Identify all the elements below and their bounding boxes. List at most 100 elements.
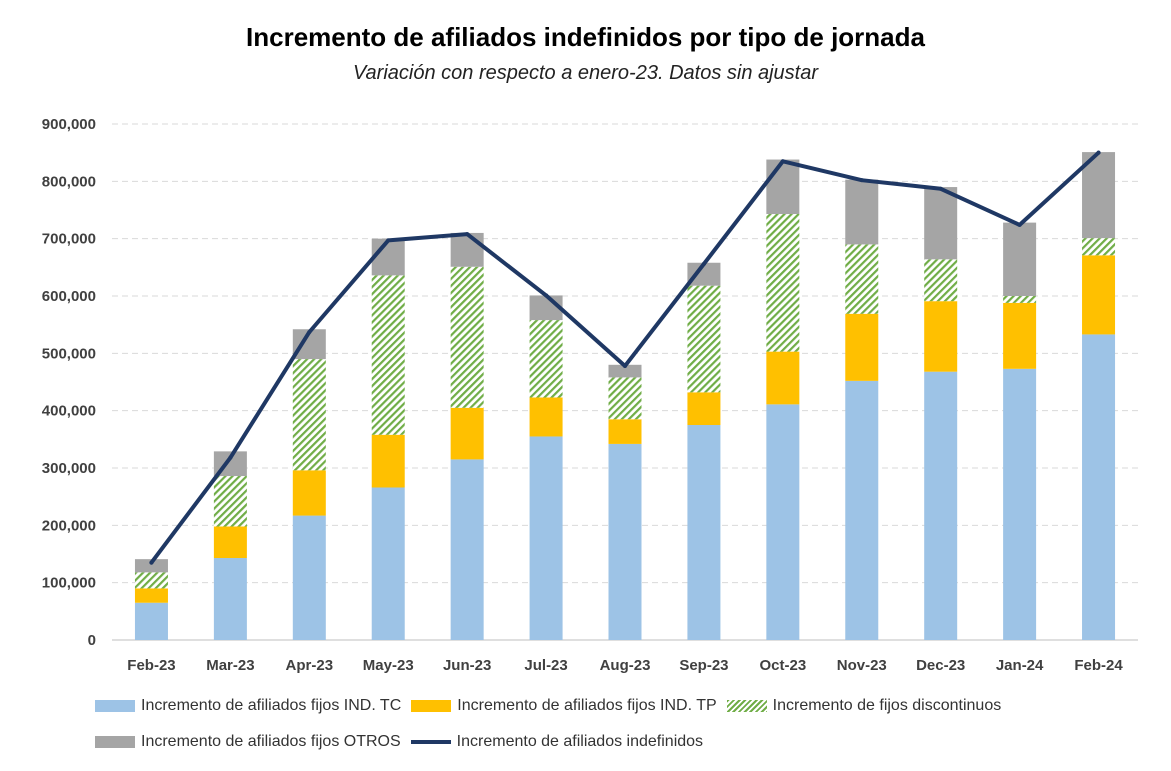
bar-disc (213, 476, 247, 527)
bar-otros (371, 238, 405, 276)
bar-tc (292, 515, 326, 640)
chart-title: Incremento de afiliados indefinidos por … (246, 22, 925, 52)
bar-tp (766, 351, 800, 405)
bar-otros (845, 179, 879, 245)
line-point (1017, 222, 1022, 227)
legend-swatch-otros (95, 736, 135, 748)
bar-tc (608, 443, 642, 640)
legend-label-otros: Incremento de afiliados fijos OTROS (141, 733, 401, 750)
line-point (938, 186, 943, 191)
x-tick-label: Sep-23 (679, 657, 728, 674)
bar-otros (1082, 152, 1116, 239)
bar-tc (845, 380, 879, 640)
line-point (701, 261, 706, 266)
x-tick-label: Apr-23 (286, 657, 334, 674)
bar-tc (371, 487, 405, 640)
y-tick-label: 400,000 (42, 403, 96, 420)
bar-otros (924, 187, 958, 260)
x-tick-label: Feb-23 (127, 657, 175, 674)
chart-subtitle: Variación con respecto a enero-23. Datos… (352, 62, 819, 84)
bar-disc (1003, 296, 1037, 303)
bar-disc (134, 572, 168, 589)
bar-otros (766, 159, 800, 215)
y-tick-label: 200,000 (42, 517, 96, 534)
bar-tc (1082, 334, 1116, 640)
line-point (307, 330, 312, 335)
y-tick-label: 700,000 (42, 231, 96, 248)
legend-swatch-tc (95, 700, 135, 712)
bar-disc (608, 377, 642, 420)
line-point (228, 455, 233, 460)
bar-tp (845, 313, 879, 381)
bar-disc (766, 214, 800, 352)
legend-item-disc: Incremento de fijos discontinuos (726, 697, 1002, 715)
x-tick-label: Oct-23 (760, 657, 807, 674)
x-tick-label: Jul-23 (524, 657, 567, 674)
bar-tp (450, 407, 484, 460)
bar-otros (134, 559, 168, 573)
chart-plot: 0 100,000 200,000 300,000 400,000 500,000 600,… (42, 116, 1138, 674)
legend-label-tp: Incremento de afiliados fijos IND. TP (457, 697, 717, 714)
legend-item-otros: Incremento de afiliados fijos OTROS (95, 733, 401, 751)
y-tick-label: 900,000 (42, 116, 96, 133)
bar-disc (924, 259, 958, 302)
bar-tp (1003, 302, 1037, 369)
bar-tc (924, 371, 958, 640)
bar-tp (371, 434, 405, 488)
y-tick-label: 300,000 (42, 460, 96, 477)
legend-swatch-total (410, 740, 451, 744)
bar-otros (687, 262, 721, 286)
bar-tp (1082, 255, 1116, 335)
bar-disc (292, 359, 326, 471)
bar-disc (371, 275, 405, 435)
bar-tc (529, 436, 563, 640)
bar-tp (292, 470, 326, 516)
legend-swatch-disc (726, 700, 767, 712)
x-tick-label: Aug-23 (600, 657, 651, 674)
x-tick-label: Mar-23 (206, 657, 254, 674)
x-tick-label: Feb-24 (1074, 657, 1123, 674)
bar-tc (1003, 368, 1037, 640)
bar-disc (450, 266, 484, 408)
bar-otros (1003, 222, 1037, 296)
y-tick-label: 500,000 (42, 345, 96, 362)
bar-tp (924, 301, 958, 372)
line-point (544, 293, 549, 298)
line-point (780, 159, 785, 164)
bar-disc (845, 244, 879, 314)
line-point (149, 560, 154, 565)
bar-tc (213, 558, 247, 640)
line-point (623, 363, 627, 368)
bar-disc (1082, 238, 1116, 256)
bar-disc (687, 285, 721, 393)
y-tick-label: 800,000 (42, 173, 96, 190)
bar-tp (608, 419, 642, 444)
legend-label-total: Incremento de afiliados indefinidos (456, 733, 704, 750)
legend-item-tp: Incremento de afiliados fijos IND. TP (411, 697, 717, 715)
chart-legend: Incremento de afiliados fijos IND. TC In… (95, 694, 1155, 766)
line-point (1096, 150, 1101, 155)
legend-item-tc: Incremento de afiliados fijos IND. TC (95, 697, 401, 715)
x-tick-label: Nov-23 (837, 657, 887, 674)
x-tick-label: Jun-23 (443, 657, 491, 674)
x-tick-label: Jan-24 (996, 657, 1044, 674)
legend-swatch-tp (411, 700, 452, 712)
bar-tc (766, 404, 800, 640)
line-point (859, 178, 864, 183)
y-tick-label: 100,000 (42, 575, 96, 592)
legend-label-disc: Incremento de fijos discontinuos (772, 697, 1002, 714)
legend-item-total: Incremento de afiliados indefinidos (410, 733, 704, 751)
bar-otros (450, 232, 484, 267)
bar-tp (529, 397, 563, 437)
bar-tc (687, 425, 721, 640)
bar-tp (213, 526, 247, 559)
x-tick-label: May-23 (363, 657, 414, 674)
bar-tp (687, 392, 721, 425)
bar-tp (134, 588, 168, 603)
bar-tc (134, 602, 168, 640)
y-tick-label: 600,000 (42, 288, 96, 305)
line-point (386, 238, 391, 243)
y-tick-label: 0 (88, 632, 96, 649)
bar-tc (450, 459, 484, 640)
x-tick-label: Dec-23 (916, 657, 965, 674)
